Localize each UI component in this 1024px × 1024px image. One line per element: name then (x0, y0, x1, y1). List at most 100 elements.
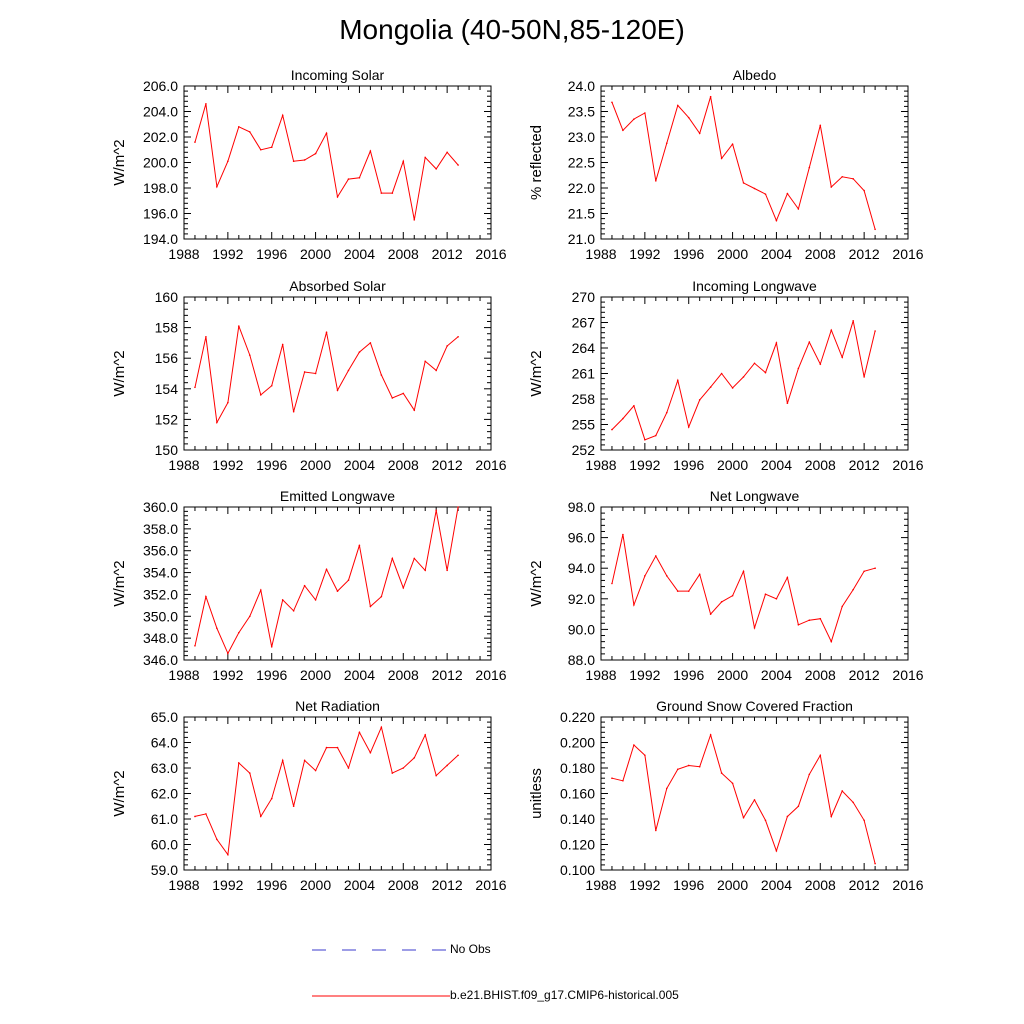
x-tick-label: 1996 (256, 667, 287, 683)
y-tick-label: 21.0 (568, 231, 595, 247)
data-point (753, 799, 756, 801)
data-point (830, 186, 833, 188)
data-point (874, 228, 876, 231)
data-point (227, 160, 229, 163)
data-point (874, 330, 876, 332)
y-tick-label: 63.0 (151, 760, 178, 776)
data-point (742, 816, 745, 819)
data-point (731, 782, 734, 785)
data-point (841, 605, 844, 608)
data-point (863, 819, 865, 822)
y-tick-label: 160 (155, 289, 179, 305)
data-point (786, 192, 789, 195)
data-point (270, 797, 273, 800)
y-tick-label: 206.0 (143, 78, 178, 94)
data-point (830, 329, 833, 331)
y-axis-label: W/m^2 (111, 350, 128, 396)
data-point (292, 410, 295, 413)
data-point (775, 342, 778, 344)
data-point (775, 219, 778, 222)
y-tick-label: 94.0 (568, 560, 595, 576)
data-point (720, 157, 723, 160)
data-point (347, 178, 350, 180)
y-tick-label: 64.0 (151, 735, 178, 751)
y-tick-label: 23.0 (568, 129, 595, 145)
x-tick-label: 2012 (432, 877, 463, 893)
data-point (720, 372, 723, 375)
x-tick-label: 2008 (388, 877, 419, 893)
data-point (303, 371, 306, 373)
x-tick-label: 1992 (629, 667, 660, 683)
x-tick-label: 1996 (673, 667, 704, 683)
data-point (709, 386, 712, 388)
data-point (611, 582, 613, 585)
data-point (797, 624, 800, 626)
data-point (347, 369, 350, 372)
y-tick-label: 258 (572, 391, 596, 407)
data-point (665, 787, 668, 790)
x-tick-label: 2004 (344, 667, 375, 683)
data-point (424, 734, 427, 736)
data-point (205, 103, 207, 105)
legend-swatch-no-obs (312, 949, 450, 951)
data-point (676, 768, 679, 771)
x-tick-label: 2008 (805, 877, 836, 893)
data-point (238, 631, 240, 634)
y-tick-label: 23.5 (568, 104, 595, 120)
panel-title: Incoming Longwave (692, 278, 817, 294)
data-point (852, 178, 854, 180)
x-tick-label: 1992 (212, 667, 243, 683)
data-point (819, 363, 822, 365)
data-point (611, 777, 613, 779)
data-point (622, 417, 624, 420)
data-point (435, 509, 437, 512)
y-tick-label: 350.0 (143, 608, 178, 624)
x-tick-label: 2016 (475, 246, 506, 262)
data-point (655, 180, 657, 182)
y-axis-label: W/m^2 (528, 350, 545, 396)
data-point (380, 595, 383, 598)
data-point (622, 779, 624, 782)
plot-frame (600, 506, 909, 661)
data-point (457, 754, 459, 757)
data-point (227, 652, 229, 655)
y-tick-label: 24.0 (568, 78, 595, 94)
x-tick-label: 2012 (849, 877, 880, 893)
panel-4: Incoming Longwave W/m^2 252 255 258 261 264 267… (528, 278, 924, 473)
data-point (709, 95, 712, 98)
x-tick-label: 2000 (717, 246, 748, 262)
x-tick-label: 2004 (761, 667, 792, 683)
x-tick-label: 2008 (805, 246, 836, 262)
data-point (709, 613, 712, 615)
data-point (841, 790, 844, 792)
y-tick-label: 267 (572, 315, 596, 331)
data-point (402, 392, 405, 395)
y-tick-label: 0.140 (560, 811, 595, 827)
x-tick-label: 1988 (168, 457, 199, 473)
data-point (238, 325, 240, 327)
y-tick-label: 0.160 (560, 786, 595, 802)
data-point (216, 421, 218, 424)
data-point (644, 112, 646, 114)
panel-title: Albedo (733, 67, 777, 83)
data-point (369, 342, 372, 344)
data-point (303, 584, 306, 587)
y-tick-label: 264 (572, 340, 596, 356)
x-tick-label: 2004 (344, 246, 375, 262)
plot-frame (600, 85, 909, 240)
y-tick-label: 88.0 (568, 652, 595, 668)
x-tick-label: 2008 (805, 457, 836, 473)
y-tick-label: 152 (155, 411, 179, 427)
x-tick-label: 2008 (388, 246, 419, 262)
x-tick-label: 1996 (256, 246, 287, 262)
x-tick-label: 2012 (432, 246, 463, 262)
data-point (687, 426, 690, 428)
data-point (852, 801, 854, 804)
data-point (336, 389, 339, 392)
data-point (194, 386, 196, 389)
data-point (292, 805, 295, 808)
y-axis-label: unitless (528, 768, 545, 819)
plot-frame (183, 716, 492, 871)
data-point (446, 151, 448, 154)
data-point (841, 175, 844, 178)
